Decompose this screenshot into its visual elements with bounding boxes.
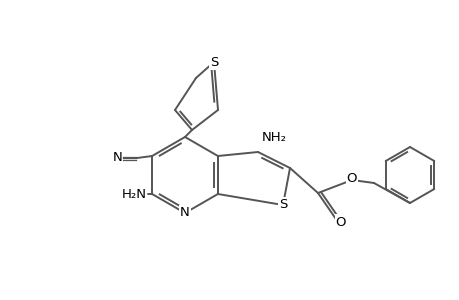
Text: O: O bbox=[346, 172, 357, 185]
Text: H₂N: H₂N bbox=[122, 188, 147, 200]
Text: S: S bbox=[209, 56, 218, 68]
Text: N: N bbox=[180, 206, 190, 220]
Text: O: O bbox=[335, 215, 346, 229]
Text: S: S bbox=[278, 199, 286, 212]
Text: NH₂: NH₂ bbox=[262, 131, 286, 144]
Text: N: N bbox=[113, 151, 123, 164]
